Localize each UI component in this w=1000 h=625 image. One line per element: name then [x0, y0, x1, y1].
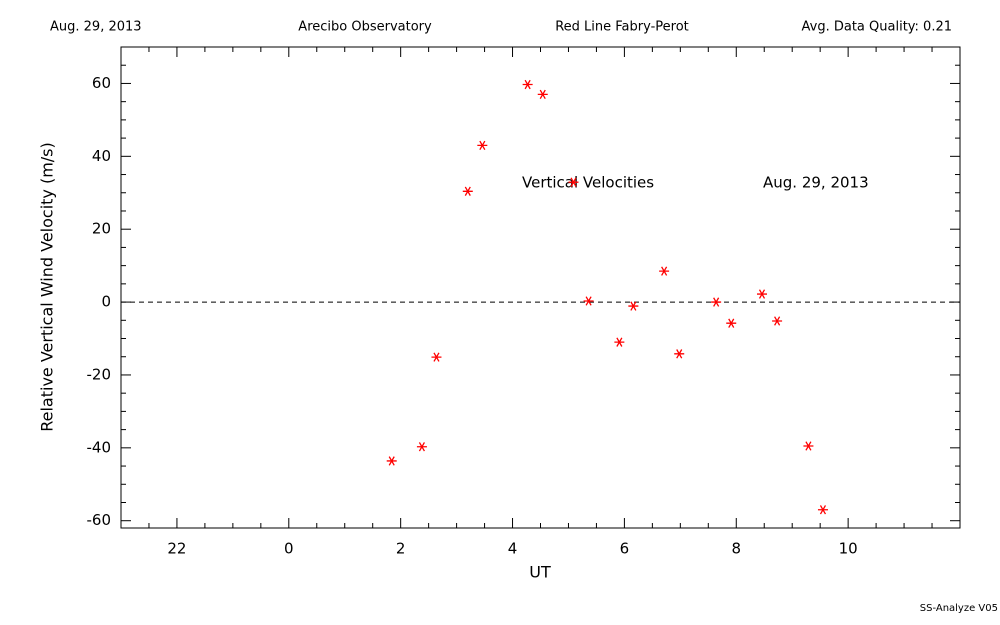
data-point — [817, 505, 828, 515]
y-tick-label: -40 — [87, 438, 112, 456]
header-site: Arecibo Observatory — [298, 20, 432, 35]
x-axis-label: UT — [529, 563, 551, 582]
data-point — [522, 79, 533, 90]
data-point — [628, 301, 639, 311]
annotation: Vertical Velocities — [522, 174, 654, 192]
y-tick-label: -20 — [87, 365, 112, 383]
y-tick-label: 60 — [92, 74, 111, 92]
data-point — [614, 337, 625, 347]
header-instrument: Red Line Fabry-Perot — [555, 20, 689, 35]
data-point — [756, 289, 767, 299]
data-point — [711, 297, 722, 307]
data-point — [803, 441, 814, 451]
data-point — [477, 140, 488, 151]
data-point — [462, 186, 473, 196]
data-point — [726, 318, 737, 328]
annotation: Aug. 29, 2013 — [763, 174, 869, 192]
x-tick-label: 2 — [396, 540, 406, 558]
x-tick-label: 0 — [284, 540, 294, 558]
y-axis-label: Relative Vertical Wind Velocity (m/s) — [38, 142, 57, 432]
data-point — [537, 89, 548, 100]
data-point — [659, 266, 670, 276]
data-point — [568, 177, 579, 187]
data-point — [386, 456, 397, 466]
data-point — [583, 296, 594, 306]
y-tick-label: -60 — [87, 511, 112, 529]
header-quality: Avg. Data Quality: 0.21 — [802, 20, 952, 35]
header-date: Aug. 29, 2013 — [50, 20, 142, 35]
x-tick-label: 6 — [620, 540, 630, 558]
data-point — [431, 352, 442, 362]
y-tick-label: 0 — [101, 293, 111, 311]
data-point — [772, 316, 783, 326]
x-tick-label: 22 — [167, 540, 186, 558]
footer: SS-Analyze V05 — [920, 603, 998, 614]
x-tick-label: 8 — [731, 540, 741, 558]
x-tick-label: 10 — [839, 540, 858, 558]
y-tick-label: 40 — [92, 147, 111, 165]
x-tick-label: 4 — [508, 540, 518, 558]
data-point — [674, 349, 685, 359]
data-point — [416, 442, 427, 452]
y-tick-label: 20 — [92, 220, 111, 238]
